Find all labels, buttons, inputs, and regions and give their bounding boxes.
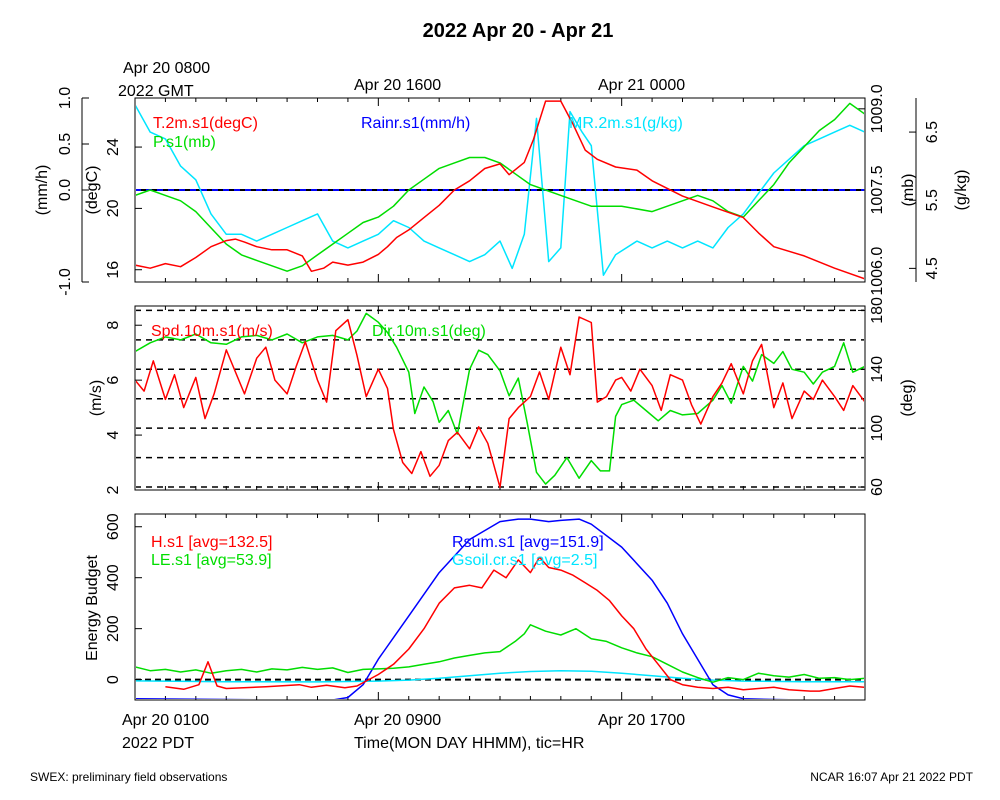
bottom-panel-axes: 0 200 400 600 (105, 513, 866, 700)
legend-radiation-sum: Rsum.s1 [avg=151.9] (452, 534, 604, 551)
series-line-mixing-ratio (136, 105, 864, 276)
bottom-time-label-2: Apr 20 0900 (354, 712, 441, 729)
legend-sensible-heat: H.s1 [avg=132.5] (151, 534, 272, 551)
series-line-radiation-sum (136, 518, 790, 699)
bottom-time-label-1-sub: 2022 PDT (122, 735, 194, 752)
middle-panel-series (136, 309, 864, 489)
bottom-time-label-3: Apr 20 1700 (598, 712, 685, 729)
middle-panel-axes: 2 4 6 8 60 100 140 180 (105, 297, 886, 496)
top-time-label-1: Apr 20 0800 (123, 60, 210, 77)
y-tick-label: 0 (105, 675, 122, 684)
y-tick-label: 60 (869, 478, 886, 496)
y-tick-label: 140 (869, 356, 886, 383)
y-tick-label: 6 (105, 376, 122, 385)
footer-right: NCAR 16:07 Apr 21 2022 PDT (810, 770, 973, 784)
top-time-label-1-sub: 2022 GMT (118, 83, 194, 100)
legend-pressure: P.s1(mb) (153, 134, 216, 151)
y-tick-label: 100 (869, 415, 886, 442)
y-tick-label: 4 (105, 431, 122, 440)
series-line-pressure (136, 102, 864, 272)
y-tick-label: 4.5 (924, 257, 941, 279)
y-tick-label: 1009.0 (869, 84, 886, 133)
y-tick-label: 8 (105, 321, 122, 330)
legend-latent-heat: LE.s1 [avg=53.9] (151, 552, 272, 569)
bottom-time-label-1: Apr 20 0100 (122, 712, 209, 729)
legend-wind-speed: Spd.10m.s1(m/s) (151, 323, 273, 340)
y-tick-label: 0.5 (57, 133, 74, 155)
top-time-label-2: Apr 20 1600 (354, 77, 441, 94)
y-tick-label: 600 (105, 513, 122, 540)
y-tick-label: 1.0 (57, 87, 74, 109)
y-tick-label: -1.0 (57, 268, 74, 296)
top-axis-label-degc: (degC) (84, 166, 101, 215)
top-panel-series (136, 100, 864, 280)
legend-temperature: T.2m.s1(degC) (153, 115, 258, 132)
x-axis-label: Time(MON DAY HHMM), tic=HR (354, 735, 584, 752)
y-tick-label: 180 (869, 297, 886, 324)
series-line-wind-direction (136, 312, 864, 485)
series-line-wind-speed (136, 316, 864, 489)
legend-mixing-ratio: MR.2m.s1(g/kg) (569, 115, 683, 132)
y-tick-label: 0.0 (57, 179, 74, 201)
middle-axis-label-deg: (deg) (899, 379, 916, 416)
y-tick-label: 400 (105, 564, 122, 591)
chart-title: 2022 Apr 20 - Apr 21 (423, 20, 614, 42)
series-line-temperature (136, 100, 864, 280)
legend-rain-rate: Rainr.s1(mm/h) (361, 115, 470, 132)
y-tick-label: 16 (105, 261, 122, 279)
y-tick-label: 5.5 (924, 189, 941, 211)
bottom-axis-label-energy: Energy Budget (84, 555, 101, 661)
y-tick-label: 1007.5 (869, 165, 886, 214)
top-time-label-3: Apr 21 0000 (598, 77, 685, 94)
legend-wind-direction: Dir.10m.s1(deg) (372, 323, 486, 340)
series-line-sensible-heat (165, 556, 864, 692)
y-tick-label: 1006.0 (869, 247, 886, 296)
y-tick-label: 20 (105, 199, 122, 217)
top-axis-label-gkg: (g/kg) (953, 170, 970, 211)
middle-axis-label-ms: (m/s) (88, 380, 105, 416)
bottom-panel-series (136, 518, 864, 699)
top-axis-label-mmh: (mm/h) (34, 165, 51, 216)
top-axis-label-mb: (mb) (900, 174, 917, 207)
legend-soil-heat: Gsoil.cr.s1 [avg=2.5] (452, 552, 597, 569)
footer-left: SWEX: preliminary field observations (30, 770, 227, 784)
top-panel-axes: -1.0 0.0 0.5 1.0 16 20 24 1006.0 1007.5 1009.0 4.5… (57, 84, 941, 296)
y-tick-label: 200 (105, 615, 122, 642)
y-tick-label: 6.5 (924, 121, 941, 143)
y-tick-label: 24 (105, 138, 122, 156)
series-line-latent-heat (136, 624, 864, 683)
y-tick-label: 2 (105, 485, 122, 494)
